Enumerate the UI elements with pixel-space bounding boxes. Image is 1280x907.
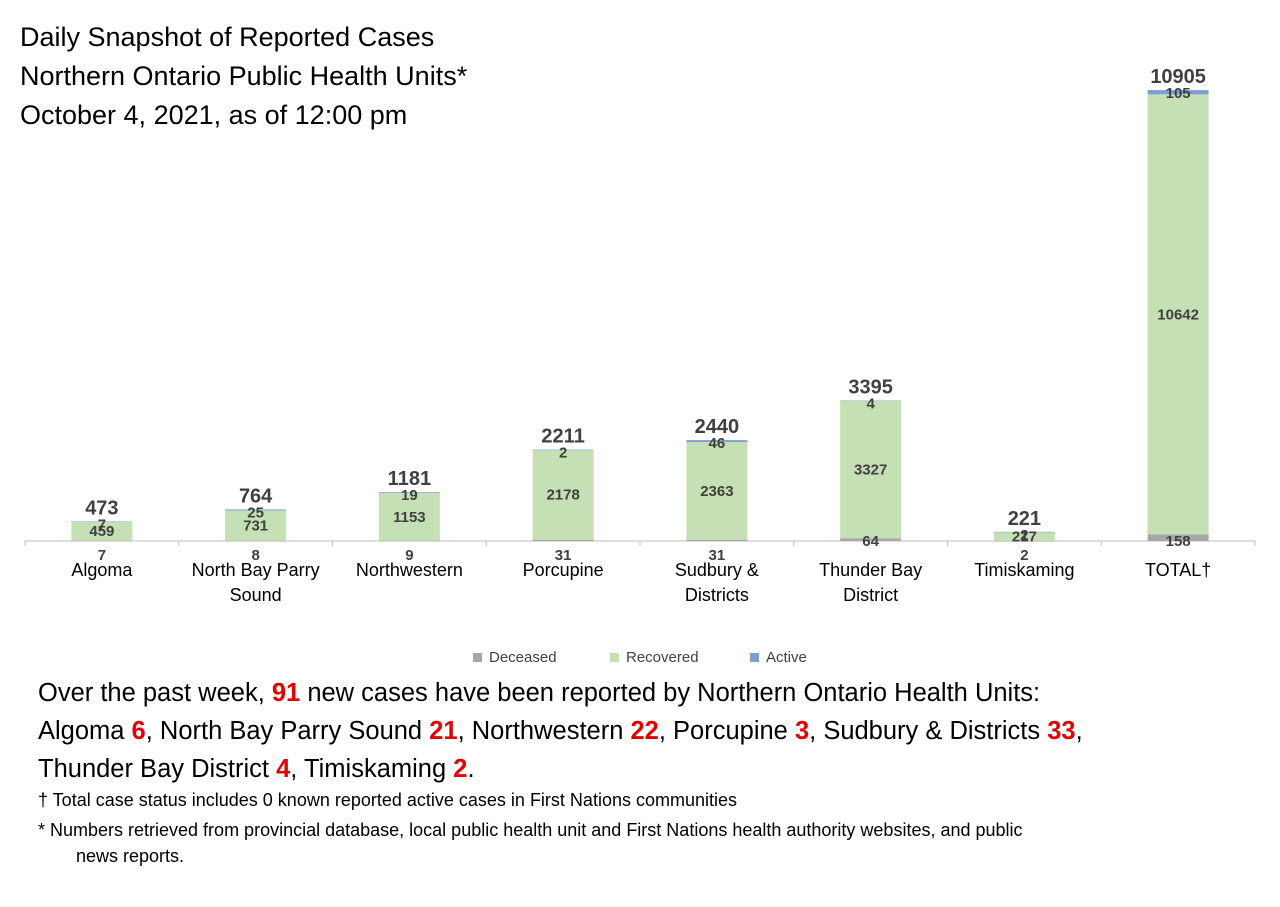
x-tick-label: District <box>843 585 898 605</box>
bar-deceased <box>225 540 287 542</box>
x-tick-label: Districts <box>685 585 749 605</box>
data-label-total: 2440 <box>695 416 740 438</box>
bar-active <box>686 440 748 443</box>
legend-label-active: Active <box>766 649 807 666</box>
x-tick-label: North Bay Parry <box>192 560 320 580</box>
bar-recovered <box>71 521 133 541</box>
bar-deceased <box>686 539 748 541</box>
data-label-active: 105 <box>1166 85 1191 102</box>
data-label-active: 46 <box>709 435 726 452</box>
bar-deceased <box>993 540 1055 542</box>
x-tick-label: Thunder Bay <box>819 560 922 580</box>
footnote-dagger: † Total case status includes 0 known rep… <box>38 790 737 810</box>
bar-active <box>378 492 440 493</box>
legend-label-recovered: Recovered <box>626 649 699 666</box>
legend-label-deceased: Deceased <box>489 649 557 666</box>
bar-recovered <box>993 531 1055 541</box>
bar-deceased <box>378 540 440 542</box>
data-label-deceased: 31 <box>555 547 572 564</box>
data-label-deceased: 158 <box>1166 533 1191 550</box>
summary-item-porcupine: Porcupine 3, <box>673 717 824 745</box>
data-label-deceased: 9 <box>405 547 413 564</box>
x-tick-label: Northwestern <box>356 560 463 580</box>
summary-item-algoma: Algoma 6, <box>38 717 160 745</box>
legend-swatch-active <box>750 653 759 662</box>
summary-item-timiskaming: Timiskaming 2. <box>304 755 475 783</box>
x-tick-label: TOTAL† <box>1145 560 1211 580</box>
legend-swatch-deceased <box>473 653 482 662</box>
summary-item-sudbury: Sudbury & Districts 33, <box>823 717 1083 745</box>
bar-deceased <box>71 540 133 542</box>
title-line-3: October 4, 2021, as of 12:00 pm <box>20 100 408 130</box>
data-label-deceased: 2 <box>1020 547 1028 564</box>
summary-item-thunder-bay: Thunder Bay District 4, <box>38 755 304 783</box>
bar-active <box>1147 90 1209 95</box>
bar-active <box>71 521 133 522</box>
bar-deceased <box>1147 534 1209 541</box>
data-label-total: 2211 <box>541 426 584 448</box>
data-label-active: 19 <box>401 487 418 504</box>
summary-item-north-bay: North Bay Parry Sound 21, <box>159 717 472 745</box>
legend-swatch-recovered <box>610 653 619 662</box>
data-label-active: 7 <box>98 516 106 533</box>
data-label-deceased: 64 <box>862 533 879 550</box>
weekly-summary: Over the past week, 91 new cases have be… <box>38 674 1268 788</box>
data-label-active: 2 <box>559 445 567 462</box>
x-tick-label: Porcupine <box>523 560 604 580</box>
data-label-recovered: 2178 <box>546 487 579 504</box>
summary-item-northwestern: Northwestern 22, <box>471 717 674 745</box>
data-label-recovered: 1153 <box>393 509 426 526</box>
x-tick-label: Timiskaming <box>974 560 1074 580</box>
title-line-2: Northern Ontario Public Health Units* <box>20 61 468 91</box>
bar-deceased <box>532 539 594 541</box>
footnote-asterisk-line-1: * Numbers retrieved from provincial data… <box>38 820 1023 840</box>
data-label-total: 3395 <box>848 377 893 399</box>
bar-active <box>993 531 1055 533</box>
x-tick-label: Algoma <box>71 560 133 580</box>
data-label-recovered: 3327 <box>854 462 887 479</box>
summary-total-new: 91 <box>271 679 301 707</box>
data-label-recovered: 459 <box>89 523 114 540</box>
bar-active <box>225 509 287 511</box>
bar-deceased <box>840 538 902 541</box>
data-label-total: 473 <box>85 497 118 519</box>
data-label-active: 25 <box>247 504 264 521</box>
footnote-asterisk: * Numbers retrieved from provincial data… <box>38 817 1268 869</box>
data-label-active: 2 <box>1020 527 1028 544</box>
footnote-asterisk-line-2: news reports. <box>76 846 185 866</box>
x-tick-label: Sound <box>230 585 282 605</box>
data-label-recovered: 10642 <box>1157 306 1199 323</box>
data-label-deceased: 7 <box>98 547 106 564</box>
bar-recovered <box>686 442 748 540</box>
summary-intro-rest: new cases have been reported by Northern… <box>300 679 1041 707</box>
chart-title: Daily Snapshot of Reported Cases Norther… <box>20 18 467 135</box>
data-label-total: 10905 <box>1150 66 1206 88</box>
data-label-recovered: 2363 <box>700 483 733 500</box>
data-label-total: 221 <box>1008 508 1041 530</box>
summary-intro: Over the past week, <box>38 679 272 707</box>
bar-active <box>840 400 902 402</box>
data-label-total: 1181 <box>388 468 431 490</box>
data-label-deceased: 31 <box>709 547 726 564</box>
bar-recovered <box>532 449 594 540</box>
data-label-deceased: 8 <box>251 547 259 564</box>
bar-recovered <box>378 492 440 541</box>
bar-active <box>532 449 594 451</box>
data-label-active: 4 <box>866 396 875 413</box>
data-label-recovered: 217 <box>1012 528 1037 545</box>
bar-recovered <box>1147 94 1209 535</box>
data-label-recovered: 731 <box>243 518 268 535</box>
data-label-total: 764 <box>239 485 273 507</box>
bar-recovered <box>225 510 287 541</box>
bar-recovered <box>840 400 902 539</box>
title-line-1: Daily Snapshot of Reported Cases <box>20 22 435 52</box>
x-tick-label: Sudbury & <box>675 560 759 580</box>
